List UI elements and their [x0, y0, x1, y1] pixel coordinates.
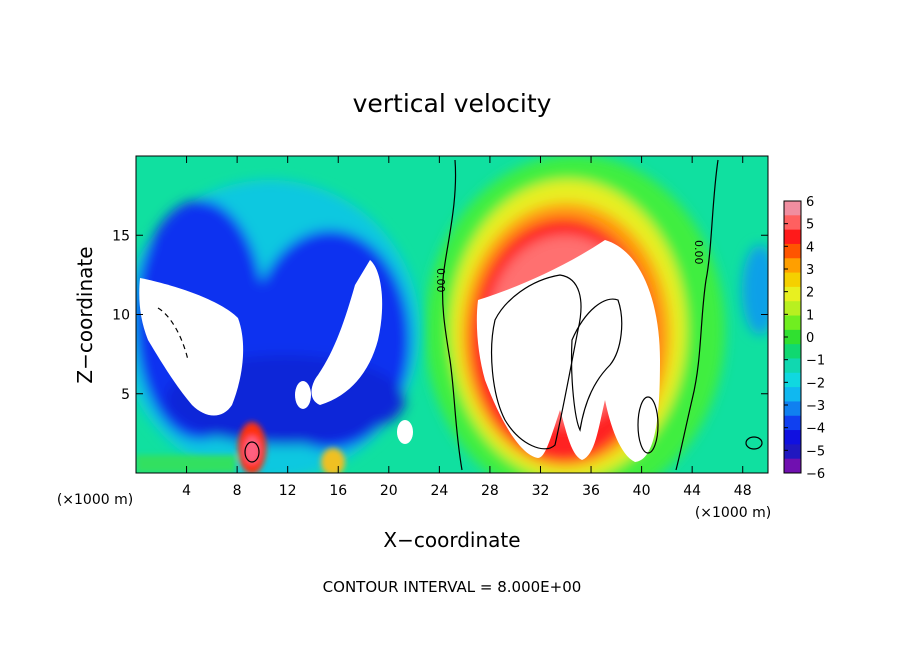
bottom-green-strip — [136, 455, 236, 473]
colorbar-label: 3 — [806, 263, 814, 278]
contour-label-left: 0.00 — [434, 268, 447, 293]
colorbar-label: −3 — [806, 399, 825, 414]
colorbar-label: 2 — [806, 286, 814, 301]
white-patch-b — [397, 420, 413, 444]
colorbar-label: −1 — [806, 354, 825, 369]
colorbar-swatch — [784, 243, 801, 259]
x-tick-label: 20 — [380, 483, 398, 499]
x-units-left: (×1000 m) — [57, 492, 133, 508]
colorbar-label: 6 — [806, 195, 814, 210]
x-tick-label: 44 — [683, 483, 701, 499]
zero-contour-left — [441, 159, 463, 471]
y-axis: 5 10 15 — [112, 228, 768, 403]
colorbar-swatch — [784, 272, 801, 288]
colorbar-swatch — [784, 444, 801, 460]
colorbar-label: −6 — [806, 467, 825, 482]
x-tick-label: 4 — [182, 483, 191, 499]
white-patch-a — [295, 381, 311, 409]
colorbar-swatch — [784, 201, 801, 216]
x-tick-label: 24 — [430, 483, 448, 499]
colorbar-swatch — [784, 258, 801, 274]
inner-contour-2 — [570, 298, 623, 432]
pocket-15 — [321, 448, 345, 473]
right-cyan-patch — [742, 245, 768, 335]
colorbar-label: 5 — [806, 218, 814, 233]
zero-contour-right — [675, 159, 719, 471]
white-right-blob — [311, 260, 383, 405]
pocket-9-ring — [244, 436, 260, 464]
colorbar-swatch — [784, 286, 801, 302]
colorbar-swatch — [784, 229, 801, 245]
colorbar: 6 5 4 3 2 1 0 −1 −2 −3 −4 −5 −6 — [783, 195, 825, 482]
x-tick-label: 48 — [734, 483, 752, 499]
colorbar-swatch — [784, 315, 801, 331]
colorbar-swatch — [784, 458, 801, 474]
x-axis: 4 8 12 16 20 24 28 32 36 40 44 48 — [182, 156, 752, 499]
plot-area: 0.00 0.00 — [136, 156, 768, 473]
contour-label-right: 0.00 — [692, 240, 705, 265]
inner-contour-1 — [491, 274, 582, 450]
x-units-right: (×1000 m) — [695, 505, 771, 521]
x-tick-label: 16 — [329, 483, 347, 499]
colorbar-label: −4 — [806, 422, 825, 437]
y-tick-label: 15 — [112, 228, 130, 244]
colorbar-label: −5 — [806, 444, 825, 459]
x-tick-label: 12 — [279, 483, 297, 499]
dashed-contour — [157, 307, 189, 361]
y-axis-label: Z−coordinate — [73, 246, 97, 383]
colorbar-label: 4 — [806, 240, 814, 255]
small-contour-pocket-9 — [244, 441, 260, 463]
x-tick-label: 32 — [532, 483, 550, 499]
x-tick-label: 8 — [233, 483, 242, 499]
x-tick-label: 40 — [633, 483, 651, 499]
colorbar-swatch — [784, 301, 801, 317]
contour-interval-footer: CONTOUR INTERVAL = 8.000E+00 — [323, 578, 582, 596]
small-contour-right — [745, 436, 763, 450]
x-tick-label: 36 — [582, 483, 600, 499]
colorbar-swatch — [784, 372, 801, 388]
chart-title: vertical velocity — [353, 89, 552, 118]
colorbar-swatch — [784, 344, 801, 359]
white-updraft-core — [476, 240, 660, 462]
colorbar-label: 0 — [806, 331, 814, 346]
colorbar-swatch — [784, 358, 801, 374]
y-tick-label: 5 — [121, 387, 130, 403]
colorbar-swatch — [784, 415, 801, 431]
colorbar-swatch — [784, 387, 801, 402]
x-tick-label: 28 — [481, 483, 499, 499]
white-left-blob — [139, 278, 244, 416]
inner-contour-3 — [637, 396, 659, 454]
colorbar-label: 1 — [806, 308, 814, 323]
colorbar-swatch — [784, 430, 801, 445]
colorbar-label: −2 — [806, 376, 825, 391]
y-tick-label: 10 — [112, 308, 130, 324]
colorbar-swatch — [784, 215, 801, 231]
x-axis-label: X−coordinate — [383, 528, 520, 552]
colorbar-swatch — [784, 401, 801, 417]
colorbar-swatch — [784, 329, 801, 345]
